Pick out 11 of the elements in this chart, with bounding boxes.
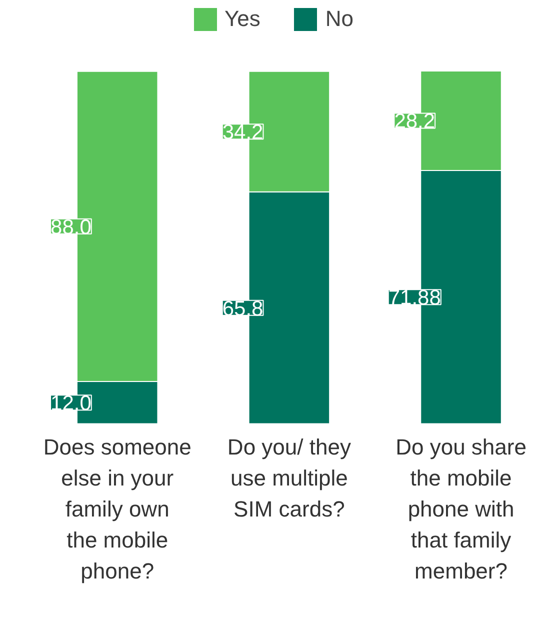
legend-label: Yes: [224, 6, 260, 32]
x-tick-label: Do you share the mobile phone with that family member?: [396, 434, 526, 584]
data-label: 65.8: [222, 297, 264, 320]
legend-label: No: [325, 6, 354, 32]
x-tick-label: Does someone else in your family own the mobile phone?: [43, 434, 192, 584]
data-label: 88.0: [50, 216, 92, 239]
x-tick-label: Do you/ they use multiple SIM cards?: [227, 434, 351, 522]
data-label: 28.2: [394, 110, 436, 134]
data-label: 12.0: [50, 392, 92, 416]
data-label: 34.2: [222, 121, 264, 144]
data-label: 71.88: [388, 286, 441, 310]
